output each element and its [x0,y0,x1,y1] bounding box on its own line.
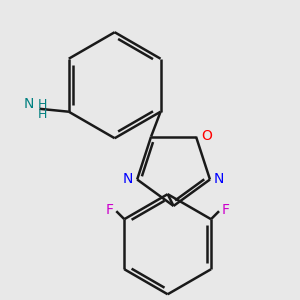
Text: O: O [201,128,212,142]
Text: F: F [222,203,230,217]
Text: H: H [38,108,47,121]
Text: H: H [38,98,47,111]
Text: N: N [24,98,34,111]
Text: F: F [105,203,113,217]
Text: N: N [123,172,133,187]
Text: N: N [214,172,224,187]
